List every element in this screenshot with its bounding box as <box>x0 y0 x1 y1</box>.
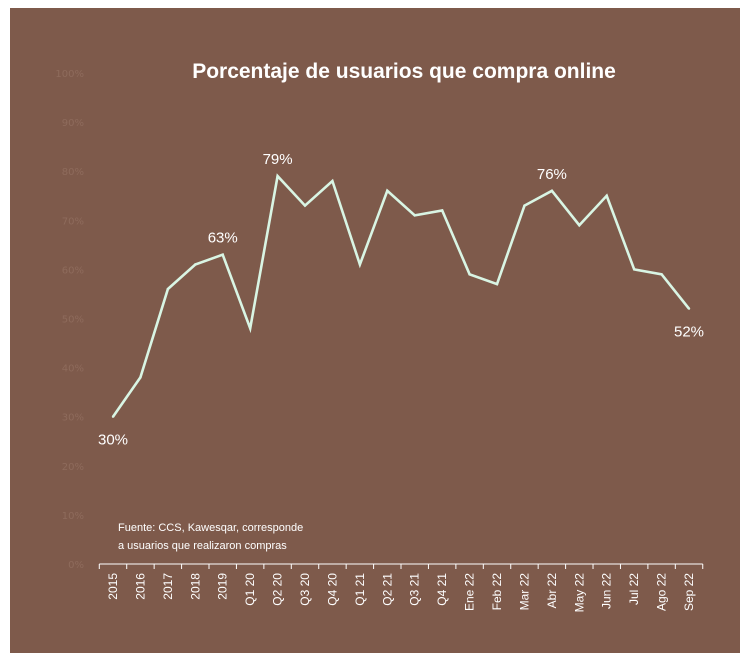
data-label: 79% <box>263 151 293 168</box>
y-tick-label: 90% <box>62 118 84 129</box>
data-point <box>550 189 554 193</box>
data-point <box>331 179 334 183</box>
y-tick-label: 70% <box>62 216 84 227</box>
x-tick-label: Sep 22 <box>682 573 696 611</box>
y-tick-label: 100% <box>55 69 84 80</box>
data-point <box>440 209 444 212</box>
y-tick-label: 60% <box>62 265 84 276</box>
x-tick-label: Ago 22 <box>655 573 669 611</box>
data-point <box>303 204 307 207</box>
chart-panel <box>10 8 740 653</box>
chart-title: Porcentaje de usuarios que compra online <box>192 60 616 83</box>
x-tick-label: Ene 22 <box>463 573 477 611</box>
data-point <box>660 273 663 276</box>
source-note-line-2: a usuarios que realizaron compras <box>118 540 287 552</box>
x-tick-label: Q4 20 <box>325 573 339 606</box>
y-tick-label: 20% <box>62 462 84 473</box>
data-label: 76% <box>537 166 567 183</box>
data-point <box>221 253 224 256</box>
data-point <box>139 376 142 379</box>
source-note-line-1: Fuente: CCS, Kawesqar, corresponde <box>118 522 303 534</box>
data-point <box>111 415 115 418</box>
y-tick-label: 30% <box>62 413 84 424</box>
series-group <box>111 173 691 418</box>
x-tick-label: Q3 20 <box>298 573 312 606</box>
data-point <box>632 268 636 271</box>
y-tick-label: 50% <box>62 315 84 326</box>
x-tick-label: Q3 21 <box>408 573 422 606</box>
x-tick-label: Abr 22 <box>545 573 559 609</box>
x-tick-label: Q4 21 <box>435 573 449 606</box>
x-tick-label: 2015 <box>106 573 120 600</box>
x-tick-label: 2017 <box>161 573 175 600</box>
data-point <box>413 214 416 217</box>
x-tick-label: Mar 22 <box>517 573 531 611</box>
x-tick-label: Feb 22 <box>490 573 504 611</box>
x-tick-label: 2016 <box>133 573 147 600</box>
x-tick-label: Q2 20 <box>271 573 285 606</box>
x-tick-label: Q1 20 <box>243 573 257 606</box>
data-point <box>687 307 691 310</box>
y-tick-label: 80% <box>62 167 84 178</box>
data-point <box>166 287 170 291</box>
data-label: 30% <box>98 432 128 449</box>
y-axis: 0% 10% 20% 30% 40% 50% 60% 70% 80% 90% 100% <box>55 69 84 571</box>
y-tick-label: 10% <box>62 511 84 522</box>
x-axis: 2015 2016 2017 2018 2019 Q1 20 Q2 20 Q3 20 Q4 20… <box>98 563 704 613</box>
x-tick-label: 2018 <box>188 573 202 600</box>
data-label: 63% <box>208 230 238 247</box>
y-tick-label: 40% <box>62 364 84 375</box>
x-tick-label: Q2 21 <box>380 573 394 606</box>
data-point <box>495 282 499 286</box>
series-line <box>111 173 691 418</box>
y-tick-label: 0% <box>68 560 84 571</box>
x-tick-label: May 22 <box>572 573 586 613</box>
x-tick-label: Jul 22 <box>627 573 641 605</box>
data-point <box>248 327 252 330</box>
data-point <box>605 194 608 197</box>
data-point <box>578 224 581 227</box>
data-point <box>358 263 362 266</box>
x-tick-label: 2019 <box>216 573 230 600</box>
x-tick-label: Jun 22 <box>600 573 614 609</box>
data-point <box>468 273 471 276</box>
data-point <box>276 174 279 178</box>
data-point <box>386 189 389 193</box>
data-labels: 30% 63% 79% 76% 52% <box>98 151 704 449</box>
data-label: 52% <box>674 324 704 341</box>
x-tick-label: Q1 21 <box>353 573 367 606</box>
data-point <box>194 263 197 266</box>
data-point <box>523 204 526 207</box>
